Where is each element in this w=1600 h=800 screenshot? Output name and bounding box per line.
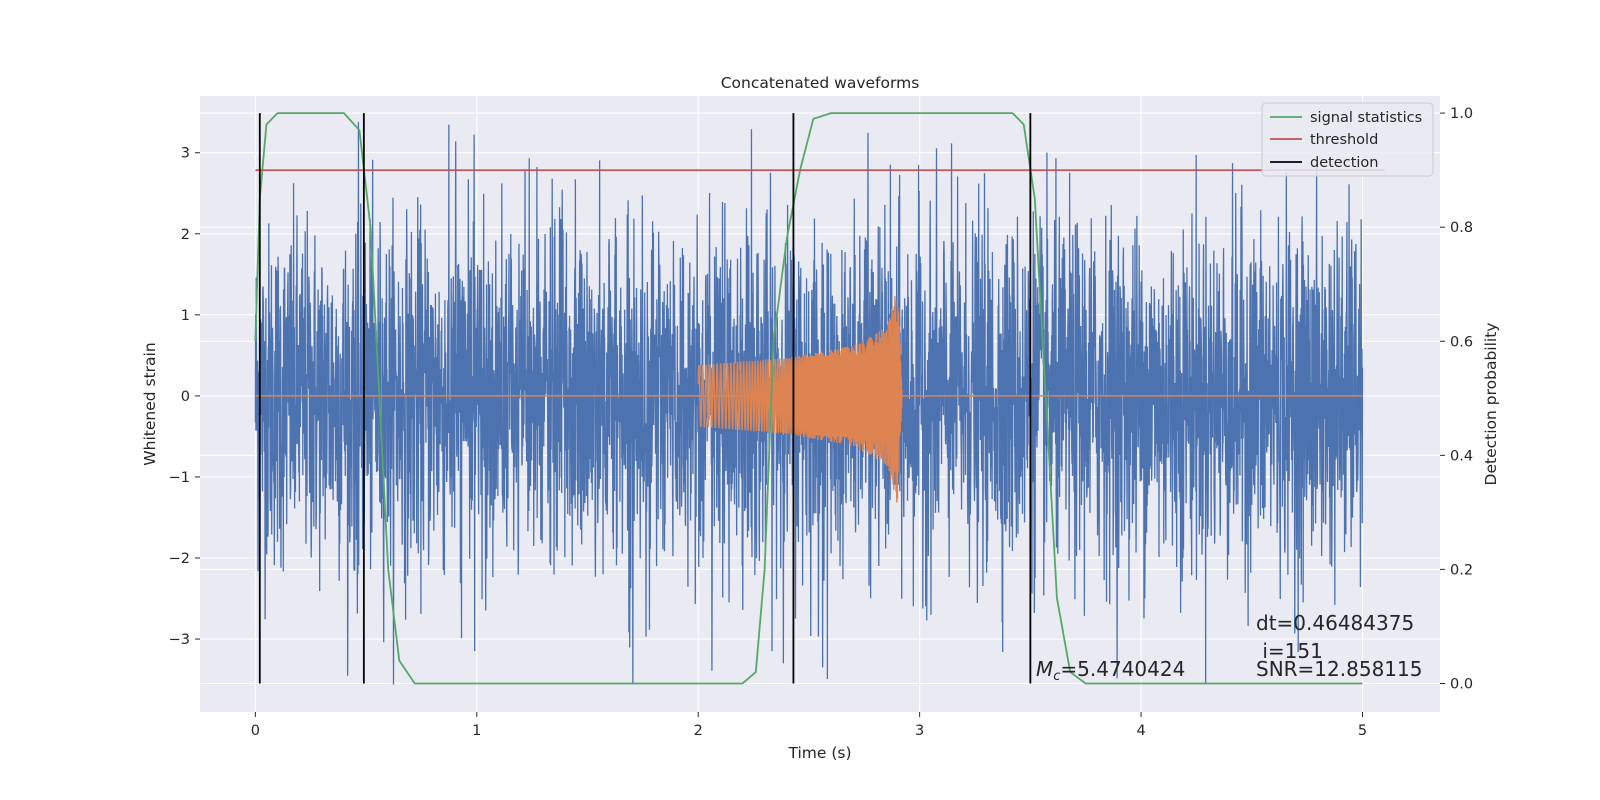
annotation-dt: dt=0.46484375: [1256, 611, 1414, 635]
y2-tick-label: 1.0: [1450, 106, 1473, 122]
legend-label-signal-statistics: signal statistics: [1310, 110, 1422, 126]
y2-tick-label: 0.6: [1450, 334, 1473, 350]
y-tick-label: −2: [169, 551, 190, 567]
annotation-mc-value: =5.4740424: [1060, 657, 1185, 681]
y-axis-label: Whitened strain: [141, 342, 159, 465]
y2-tick-label: 0.0: [1450, 676, 1473, 692]
y-tick-label: 0: [181, 389, 190, 405]
y2-tick-label: 0.8: [1450, 220, 1473, 236]
annotation-mc: Mc=5.4740424: [1036, 657, 1185, 684]
chart-title: Concatenated waveforms: [721, 74, 920, 92]
stat-layer: [254, 112, 1363, 685]
x-axis-label: Time (s): [787, 744, 851, 762]
y2-axis-label: Detection probability: [1482, 323, 1500, 486]
x-tick-label: 4: [1136, 723, 1145, 739]
noise-layer: [254, 121, 1364, 685]
y2-tick-label: 0.2: [1450, 562, 1473, 578]
x-tick-label: 3: [915, 723, 924, 739]
y-tick-label: 1: [181, 308, 190, 324]
y-tick-label: 3: [181, 146, 190, 162]
signal-chirp-line: [697, 296, 903, 503]
x-tick-label: 5: [1358, 723, 1367, 739]
noise-series-line: [254, 121, 1364, 685]
x-tick-label: 2: [694, 723, 703, 739]
annotation-i: i=151: [1256, 639, 1323, 663]
legend-label-detection: detection: [1310, 155, 1378, 171]
annotation-snr: SNR=12.858115: [1256, 657, 1422, 681]
detection-layer: [258, 113, 1032, 684]
ticks-layer: 0 1 2 3 4 5 −3 −2 −1 0 1 2 3 0.0 0.2 0.4 0.6 0.8 1.0: [169, 106, 1473, 739]
y-tick-label: 2: [181, 227, 190, 243]
annotation-mc-sub: c: [1053, 669, 1060, 684]
y-tick-label: −1: [169, 470, 190, 486]
legend: signal statistics threshold detection: [1261, 102, 1434, 177]
x-tick-label: 0: [251, 723, 260, 739]
legend-box: [1261, 102, 1434, 177]
signal-statistics-line: [254, 112, 1363, 685]
annotation-mc-symbol: M: [1036, 657, 1053, 681]
legend-label-threshold: threshold: [1310, 132, 1378, 148]
y-tick-label: −3: [169, 632, 190, 648]
y2-tick-label: 0.4: [1450, 448, 1473, 464]
x-tick-label: 1: [472, 723, 481, 739]
signal-layer: [255, 296, 1363, 503]
